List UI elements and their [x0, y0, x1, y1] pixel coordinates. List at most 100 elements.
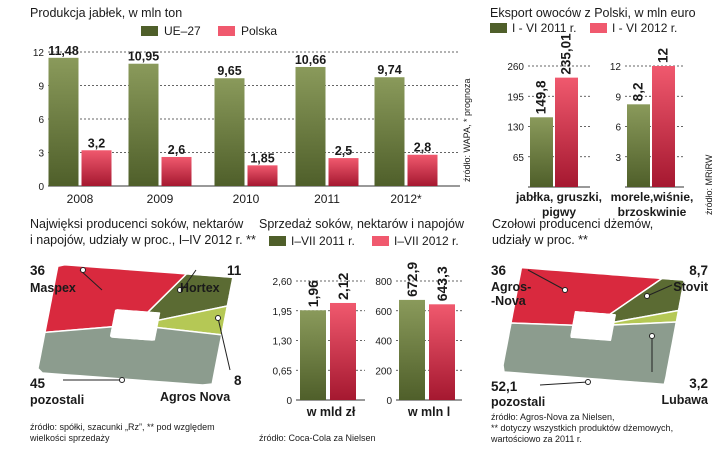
y-tick-label: 1,95: [273, 307, 293, 318]
chart3-title: Najwięksi producenci soków, nektarów: [30, 217, 244, 231]
data-label-ue: 9,65: [217, 64, 241, 78]
slice-label-maspex: Maspex: [30, 281, 76, 295]
bar-polska: [328, 158, 359, 186]
y-tick-label: 2,60: [273, 277, 293, 288]
y-tick-label: 65: [513, 153, 525, 164]
slice-value-pozostali: 45: [30, 376, 46, 391]
legend-label-polska: Polska: [241, 24, 277, 38]
bar-2012: [555, 77, 578, 187]
callout-dot: [80, 267, 86, 273]
y-tick-label: 1,30: [273, 337, 293, 348]
data-label-ue: 10,95: [128, 50, 159, 64]
callout-line: [646, 284, 673, 297]
y-tick-label: 12: [33, 48, 45, 59]
category-label: w mld zł: [306, 405, 356, 419]
bar-2012: [652, 66, 675, 187]
data-label-2011: 1,96: [305, 280, 321, 307]
bar-ue: [374, 77, 405, 186]
y-tick-label: 3: [38, 149, 44, 160]
legend-label-2011: I - VI 2011 r.: [512, 21, 576, 35]
callout-dot: [585, 379, 591, 385]
slice-label-pozostali: pozostali: [491, 395, 545, 409]
y-tick-label: 0: [386, 396, 392, 407]
data-label-polska: 2,8: [414, 141, 431, 155]
slice-value-agros: 8: [234, 373, 242, 388]
slice-value-agros: 36: [491, 263, 507, 278]
y-tick-label: 195: [507, 92, 524, 103]
y-tick-label: 6: [615, 123, 621, 134]
data-label-polska: 3,2: [88, 136, 105, 150]
callout-dot: [649, 333, 655, 339]
slice-label-pozostali: pozostali: [30, 393, 84, 407]
slice-value-lubawa: 3,2: [689, 376, 708, 391]
y-tick-label: 12: [610, 62, 622, 73]
callout-line: [539, 381, 589, 386]
bar-polska: [247, 165, 278, 186]
chart1-title: Produkcja jabłek, w mln ton: [30, 6, 182, 20]
slice-label-agros: Agros-: [491, 280, 531, 294]
x-tick-label: 2009: [147, 192, 174, 206]
data-label-2011: 672,9: [404, 262, 420, 297]
category-label: w mln l: [407, 405, 450, 419]
slice-value-hortex: 11: [227, 263, 242, 278]
legend-label-2012: I–VII 2012 r.: [394, 234, 459, 248]
chart3-source: źródło: spółki, szacunki „Rz”, ** pod wz…: [30, 422, 215, 432]
chart2-title: Eksport owoców z Polski, w mln euro: [490, 6, 696, 20]
data-label-polska: 1,85: [250, 151, 274, 165]
ring-slice: [37, 326, 223, 386]
callout-line: [527, 269, 566, 291]
data-label-2012: 235,01: [559, 33, 574, 75]
legend-label-ue: UE–27: [164, 24, 201, 38]
bar-ue: [295, 66, 326, 186]
callout-dot: [215, 315, 221, 321]
y-tick-label: 0: [38, 182, 44, 193]
chart3-title-line2: i napojów, udziały w proc., I–IV 2012 r.…: [30, 233, 256, 247]
category-label: morele,wiśnie,: [611, 190, 694, 204]
ring-slice: [502, 321, 678, 386]
callout-line: [181, 269, 197, 291]
data-label-ue: 10,66: [295, 53, 326, 67]
bar-2011: [627, 104, 650, 187]
slice-value-maspex: 36: [30, 263, 46, 278]
data-label-ue: 9,74: [377, 63, 401, 77]
data-label-polska: 2,5: [335, 144, 352, 158]
slice-value-stovit: 8,7: [689, 263, 708, 278]
bar-ue: [128, 63, 159, 186]
bar-2011: [300, 310, 326, 400]
chart2-source: źródło: MRiRW: [704, 154, 714, 215]
slice-value-pozostali: 52,1: [491, 379, 518, 394]
x-tick-label: 2008: [67, 192, 94, 206]
y-tick-label: 200: [375, 366, 392, 377]
chart5-title-line2: udziały w proc. **: [492, 233, 588, 247]
legend-swatch-2011: [269, 236, 286, 246]
bar-2012: [429, 304, 455, 400]
bar-2012: [330, 302, 356, 400]
callout-dot: [562, 287, 568, 293]
data-label-2012: 643,3: [434, 266, 450, 301]
data-label-2011: 149,8: [534, 80, 549, 114]
slice-label-lubawa: Lubawa: [661, 393, 709, 407]
data-label-polska: 2,6: [168, 143, 185, 157]
y-tick-label: 400: [375, 337, 392, 348]
data-label-2012: 2,12: [335, 273, 351, 300]
bar-polska: [407, 154, 438, 186]
y-tick-label: 0,65: [273, 366, 293, 377]
data-label-2011: 8,2: [631, 83, 646, 102]
chart3-source-line2: wielkości sprzedaży: [29, 433, 110, 443]
legend-swatch-ue: [141, 26, 158, 36]
x-tick-label: 2012*: [390, 192, 422, 206]
y-tick-label: 0: [286, 396, 292, 407]
slice-label-agros-line2: -Nova: [491, 294, 527, 308]
data-label-ue: 11,48: [48, 44, 79, 58]
category-label: pigwy: [542, 205, 576, 219]
y-tick-label: 3: [615, 153, 621, 164]
chart5-title: Czołowi producenci dżemów,: [492, 217, 653, 231]
slice-label-hortex: Hortex: [180, 281, 220, 295]
bar-polska: [81, 150, 112, 186]
bar-ue: [214, 78, 245, 186]
y-tick-label: 6: [38, 115, 44, 126]
y-tick-label: 600: [375, 307, 392, 318]
x-tick-label: 2011: [314, 192, 340, 206]
y-tick-label: 9: [38, 82, 44, 93]
